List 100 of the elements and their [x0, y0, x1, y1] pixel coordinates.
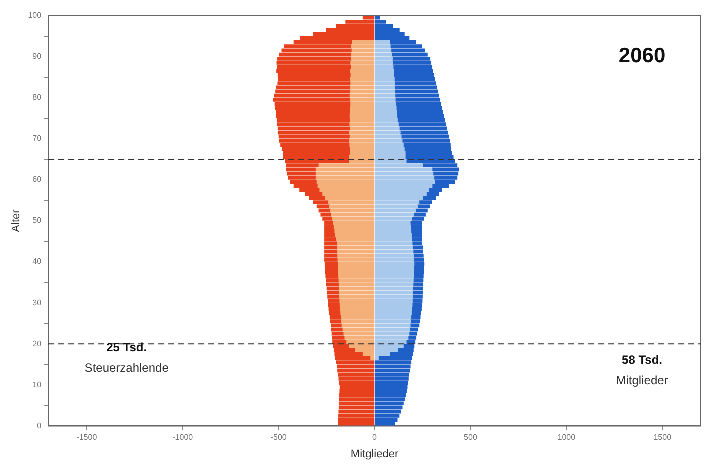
bar	[411, 311, 422, 316]
bar	[374, 360, 412, 365]
bar	[334, 225, 375, 230]
bar	[392, 61, 432, 65]
bar	[412, 246, 424, 250]
bar	[350, 94, 375, 98]
y-axis-title: Alter	[10, 209, 23, 232]
bar	[350, 134, 375, 139]
bar	[374, 398, 406, 402]
bar	[276, 86, 351, 90]
bar	[351, 44, 375, 49]
bar	[350, 118, 375, 122]
bar	[340, 294, 375, 299]
bar	[374, 299, 413, 303]
x-tick-label: 500	[464, 433, 478, 442]
bar	[290, 180, 318, 184]
bar	[374, 225, 412, 230]
bar	[274, 98, 351, 102]
bar	[338, 278, 375, 282]
bar	[288, 176, 317, 180]
bar	[374, 332, 410, 336]
bar	[284, 44, 352, 49]
bar	[350, 86, 375, 90]
bar	[412, 242, 423, 246]
x-tick-label: 1500	[654, 433, 672, 442]
bar	[276, 61, 352, 65]
bar	[352, 40, 375, 44]
bar	[351, 52, 375, 57]
bar	[350, 143, 375, 148]
bar	[394, 77, 436, 82]
bar	[374, 134, 402, 139]
bar	[374, 402, 404, 406]
bar	[374, 274, 414, 278]
y-tick-label: 0	[37, 421, 42, 430]
bar	[318, 184, 375, 188]
bar	[334, 229, 375, 234]
bar	[374, 94, 396, 98]
bar	[374, 118, 398, 122]
bar	[279, 52, 352, 57]
bar	[414, 262, 425, 266]
bar	[278, 126, 351, 131]
bar	[394, 86, 438, 90]
bar	[338, 410, 375, 414]
bar	[374, 381, 408, 386]
bar	[339, 381, 375, 386]
bar	[374, 328, 410, 332]
bar	[280, 143, 350, 148]
bar	[422, 196, 437, 200]
bar	[374, 368, 410, 373]
bar	[337, 246, 375, 250]
bar	[414, 258, 424, 262]
bar	[374, 307, 412, 312]
y-tick-label: 40	[32, 257, 42, 266]
bar	[350, 90, 375, 94]
bar	[349, 139, 375, 143]
bar	[350, 147, 375, 152]
bar	[340, 299, 375, 303]
bar	[396, 110, 444, 114]
bar	[328, 303, 341, 308]
bar	[324, 258, 338, 262]
bar	[340, 307, 375, 312]
bar	[350, 61, 375, 65]
x-tick-label: 0	[372, 433, 378, 442]
bar	[350, 106, 375, 110]
bar	[339, 290, 375, 295]
bar	[396, 114, 444, 118]
bar	[278, 134, 351, 139]
bar	[276, 110, 352, 114]
bar	[413, 274, 424, 278]
bar	[374, 44, 391, 49]
bar	[338, 258, 375, 262]
y-tick-label: 10	[32, 380, 42, 390]
bar	[276, 90, 352, 94]
x-tick-label: -500	[270, 433, 288, 442]
bar	[328, 294, 340, 299]
bar	[316, 204, 330, 209]
y-tick-label: 60	[32, 175, 42, 184]
bar	[350, 114, 375, 118]
bar	[374, 147, 405, 152]
bar	[412, 217, 424, 221]
bar	[398, 122, 446, 126]
bar	[339, 402, 375, 406]
bar	[337, 250, 375, 254]
bar	[374, 176, 435, 180]
bar	[338, 282, 375, 287]
bar	[320, 188, 375, 192]
bar	[399, 126, 448, 131]
bar	[340, 303, 375, 308]
bar	[374, 410, 402, 414]
annotation: Mitglieder	[616, 373, 668, 388]
bar	[350, 102, 375, 106]
bar	[276, 69, 352, 74]
bar	[374, 229, 412, 234]
bar	[332, 217, 375, 221]
bar	[392, 56, 431, 61]
bar	[410, 320, 420, 324]
bar	[338, 414, 375, 418]
bar	[413, 282, 424, 287]
bar	[332, 332, 344, 336]
bar	[275, 106, 351, 110]
